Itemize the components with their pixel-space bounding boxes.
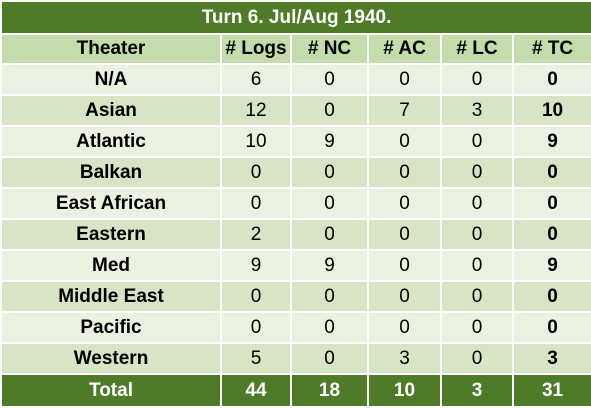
data-row: East African 0 0 0 0 0 (0, 187, 591, 220)
row-label: Western (0, 342, 222, 375)
data-row: Middle East 0 0 0 0 0 (0, 280, 591, 313)
total-row: Total 44 18 10 3 31 (0, 373, 591, 408)
cell: 0 (367, 218, 442, 251)
data-row: Med 9 9 0 0 9 (0, 249, 591, 282)
data-row: Balkan 0 0 0 0 0 (0, 156, 591, 189)
cell: 0 (440, 218, 514, 251)
row-label: Middle East (0, 280, 222, 313)
row-label: Balkan (0, 156, 222, 189)
cell: 10 (511, 94, 591, 127)
cell: 0 (220, 156, 292, 189)
table-title: Turn 6. Jul/Aug 1940. (0, 0, 591, 35)
cell: 0 (511, 63, 591, 96)
cell: 18 (290, 373, 369, 408)
cell: 0 (367, 280, 442, 313)
row-label: Asian (0, 94, 222, 127)
row-label: Pacific (0, 311, 222, 344)
row-label: Atlantic (0, 125, 222, 158)
cell: 0 (511, 311, 591, 344)
cell: 0 (440, 311, 514, 344)
row-label: East African (0, 187, 222, 220)
cell: 6 (220, 63, 292, 96)
cell: 0 (367, 125, 442, 158)
cell: 9 (220, 249, 292, 282)
cell: 0 (440, 249, 514, 282)
row-label: Eastern (0, 218, 222, 251)
cell: 0 (440, 125, 514, 158)
cell: 12 (220, 94, 292, 127)
cell: 0 (440, 63, 514, 96)
cell: # NC (290, 33, 369, 65)
data-row: Atlantic 10 9 0 0 9 (0, 125, 591, 158)
cell: 2 (220, 218, 292, 251)
cell: 0 (290, 342, 369, 375)
cell: 44 (220, 373, 292, 408)
cell: 0 (367, 311, 442, 344)
cell: 0 (220, 280, 292, 313)
cell: 0 (290, 187, 369, 220)
row-label: Theater (0, 33, 222, 65)
cell: 9 (511, 249, 591, 282)
data-row: N/A 6 0 0 0 0 (0, 63, 591, 96)
data-row: Western 5 0 3 0 3 (0, 342, 591, 375)
cell: 0 (367, 249, 442, 282)
cell: 0 (440, 342, 514, 375)
cell: 9 (290, 249, 369, 282)
cell: # TC (511, 33, 591, 65)
cell: 0 (367, 63, 442, 96)
cell: 0 (220, 187, 292, 220)
cell: 0 (511, 156, 591, 189)
data-row: Asian 12 0 7 3 10 (0, 94, 591, 127)
cell: 0 (367, 156, 442, 189)
cell: 5 (220, 342, 292, 375)
data-row: Eastern 2 0 0 0 0 (0, 218, 591, 251)
row-label: Med (0, 249, 222, 282)
cell: 0 (511, 187, 591, 220)
cell: 9 (511, 125, 591, 158)
title-row: Turn 6. Jul/Aug 1940. (0, 0, 591, 35)
cell: 3 (440, 373, 514, 408)
cell: 0 (367, 187, 442, 220)
cell: 0 (440, 187, 514, 220)
cell: 0 (290, 280, 369, 313)
cell: 0 (220, 311, 292, 344)
cell: 0 (511, 280, 591, 313)
cell: 3 (440, 94, 514, 127)
cell: # Logs (220, 33, 292, 65)
cell: 10 (367, 373, 442, 408)
cell: # AC (367, 33, 442, 65)
cell: 0 (290, 311, 369, 344)
cell: 10 (220, 125, 292, 158)
row-label: N/A (0, 63, 222, 96)
cell: 0 (440, 156, 514, 189)
cell: # LC (440, 33, 514, 65)
cell: 0 (511, 218, 591, 251)
cell: 0 (290, 63, 369, 96)
header-row: Theater # Logs # NC # AC # LC # TC (0, 33, 591, 65)
cell: 0 (290, 218, 369, 251)
cell: 3 (511, 342, 591, 375)
cell: 0 (440, 280, 514, 313)
cell: 0 (290, 156, 369, 189)
cell: 7 (367, 94, 442, 127)
row-label: Total (0, 373, 222, 408)
cell: 3 (367, 342, 442, 375)
data-row: Pacific 0 0 0 0 0 (0, 311, 591, 344)
cell: 31 (511, 373, 591, 408)
cell: 0 (290, 94, 369, 127)
cell: 9 (290, 125, 369, 158)
